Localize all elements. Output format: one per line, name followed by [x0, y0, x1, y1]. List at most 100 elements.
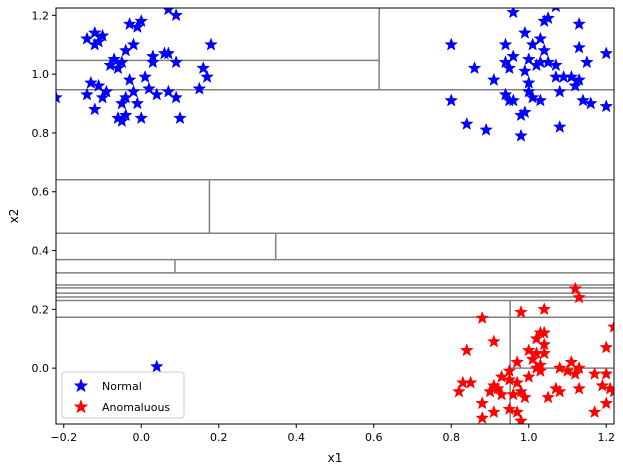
point-anomaluous [572, 381, 586, 395]
point-normal [157, 46, 172, 60]
point-anomaluous [595, 378, 610, 392]
point-anomaluous [525, 352, 540, 366]
point-normal [118, 90, 133, 104]
point-anomaluous [463, 375, 478, 389]
point-anomaluous [510, 355, 524, 369]
point-normal [161, 84, 176, 98]
point-anomaluous [564, 355, 579, 369]
legend-label-normal: Normal [102, 380, 142, 393]
point-normal [521, 52, 536, 66]
point-anomaluous [510, 405, 524, 419]
point-normal [169, 55, 183, 69]
point-anomaluous [537, 302, 552, 316]
point-anomaluous [572, 290, 586, 304]
y-tick-label: 0.6 [32, 186, 50, 199]
point-anomaluous [490, 381, 505, 395]
point-normal [459, 116, 474, 130]
point-normal [506, 8, 521, 19]
plot-frame [55, 7, 615, 425]
point-normal [537, 14, 552, 28]
point-anomaluous [502, 372, 517, 386]
y-tick-label: 1.0 [32, 68, 50, 81]
point-anomaluous [521, 369, 536, 383]
point-anomaluous [521, 343, 536, 357]
point-normal [134, 14, 149, 28]
point-normal [467, 61, 482, 75]
partition-lines [56, 8, 614, 424]
y-tick-label: 0.4 [32, 245, 50, 258]
point-anomaluous [514, 305, 528, 319]
point-normal [99, 84, 114, 98]
point-normal [196, 61, 211, 75]
plot-area [56, 8, 614, 424]
point-anomaluous [537, 346, 552, 360]
point-normal [552, 84, 567, 98]
point-normal [537, 43, 552, 57]
point-normal [518, 105, 532, 119]
point-normal [126, 37, 141, 51]
point-normal [568, 78, 583, 92]
point-anomaluous [514, 384, 528, 398]
point-anomaluous [599, 366, 614, 380]
point-normal [502, 61, 517, 75]
point-anomaluous [483, 384, 497, 398]
x-tick-label: 1.2 [598, 431, 616, 444]
point-anomaluous [560, 363, 575, 377]
point-anomaluous [487, 334, 501, 348]
point-normal [84, 75, 98, 89]
point-normal [87, 102, 102, 116]
x-axis-ticks: −0.2 0.0 0.2 0.4 0.6 0.8 1.0 1.2 [50, 424, 615, 444]
point-normal [518, 25, 532, 39]
point-anomaluous [587, 366, 602, 380]
point-normal [91, 78, 106, 92]
point-normal [126, 84, 141, 98]
point-normal [479, 122, 493, 136]
point-normal [122, 16, 137, 31]
point-anomaluous [552, 360, 567, 374]
point-normal [599, 99, 614, 113]
point-anomaluous [487, 405, 501, 419]
point-normal [541, 55, 555, 69]
point-anomaluous [529, 331, 544, 345]
point-normal [134, 111, 149, 125]
legend-marker-normal [73, 378, 89, 393]
point-normal [564, 69, 579, 83]
point-normal [103, 58, 118, 72]
point-normal [533, 31, 548, 45]
point-normal [572, 72, 586, 86]
point-anomaluous [502, 402, 517, 416]
point-normal [173, 111, 187, 125]
point-anomaluous [568, 281, 583, 295]
point-normal [111, 61, 125, 75]
legend-box [61, 371, 185, 419]
point-normal [200, 69, 214, 83]
point-anomaluous [537, 325, 552, 339]
point-anomaluous [599, 396, 614, 410]
point-anomaluous [518, 390, 532, 404]
point-anomaluous [475, 396, 490, 410]
point-normal [525, 90, 540, 104]
x-tick-label: 1.0 [520, 431, 538, 444]
data-points [56, 8, 614, 424]
point-normal [521, 84, 536, 98]
point-normal [130, 96, 145, 110]
y-tick-label: 1.2 [32, 9, 50, 22]
point-normal [138, 69, 152, 83]
point-normal [506, 93, 521, 107]
point-normal [549, 58, 563, 72]
point-anomaluous [459, 343, 474, 357]
point-normal [444, 93, 459, 107]
point-anomaluous [494, 369, 509, 383]
point-anomaluous [568, 366, 583, 380]
point-normal [107, 52, 121, 66]
x-axis-label: x1 [328, 451, 343, 465]
point-anomaluous [452, 384, 466, 398]
point-anomaluous [599, 340, 614, 354]
point-normal [91, 34, 106, 48]
point-anomaluous [506, 387, 521, 401]
point-anomaluous [587, 405, 602, 419]
y-tick-label: 0.0 [32, 362, 50, 375]
x-tick-label: 0.4 [288, 431, 306, 444]
point-normal [599, 46, 614, 60]
